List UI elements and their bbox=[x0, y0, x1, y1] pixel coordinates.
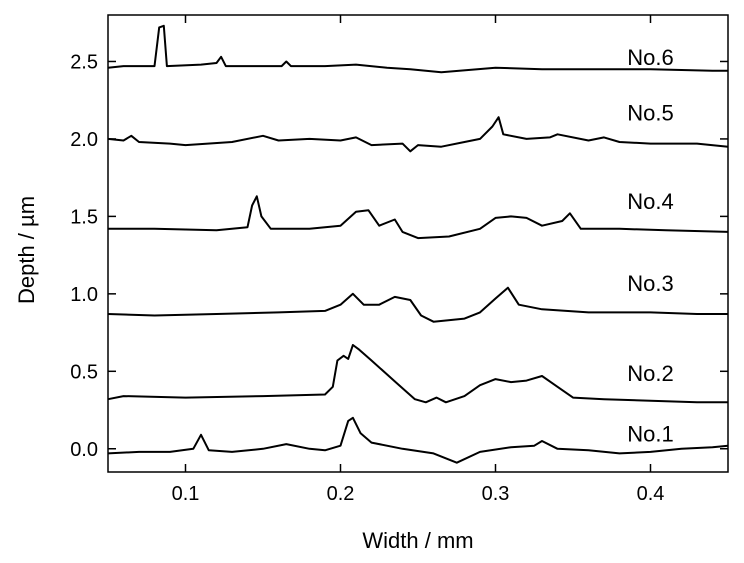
x-axis-title: Width / mm bbox=[362, 528, 473, 553]
x-tick-label: 0.2 bbox=[327, 483, 355, 505]
series-label-no5: No.5 bbox=[627, 101, 673, 126]
y-tick-label: 2.5 bbox=[70, 51, 98, 73]
series-label-no6: No.6 bbox=[627, 45, 673, 70]
x-tick-label: 0.3 bbox=[482, 483, 510, 505]
series-line-no4 bbox=[108, 195, 729, 240]
series-lines bbox=[107, 24, 729, 464]
series-label-no3: No.3 bbox=[627, 271, 673, 296]
y-tick-label: 1.5 bbox=[70, 206, 98, 228]
y-axis-title: Depth / µm bbox=[14, 196, 39, 304]
series-labels: No.1 No.2 No.3 No.4 No.5 No.6 bbox=[627, 45, 673, 446]
plot-frame bbox=[107, 14, 729, 473]
series-line-no5 bbox=[107, 116, 729, 153]
y-tick-label: 0.5 bbox=[70, 361, 98, 383]
x-tick-label: 0.4 bbox=[637, 483, 665, 505]
series-line-no1 bbox=[107, 416, 729, 464]
plot-area bbox=[107, 14, 729, 473]
axes: 0.1 0.2 0.3 0.4 0.0 0.5 1.0 1.5 2.0 2.5 bbox=[70, 15, 728, 505]
series-line-no6 bbox=[107, 24, 728, 74]
y-tick-label: 2.0 bbox=[70, 129, 98, 151]
x-tick-label: 0.1 bbox=[172, 483, 200, 505]
series-label-no2: No.2 bbox=[627, 361, 673, 386]
series-line-no2 bbox=[107, 344, 728, 404]
series-label-no1: No.1 bbox=[627, 421, 673, 446]
y-tick-label: 0.0 bbox=[70, 439, 98, 461]
series-label-no4: No.4 bbox=[627, 189, 673, 214]
y-tick-label: 1.0 bbox=[70, 284, 98, 306]
series-line-no3 bbox=[107, 286, 728, 323]
